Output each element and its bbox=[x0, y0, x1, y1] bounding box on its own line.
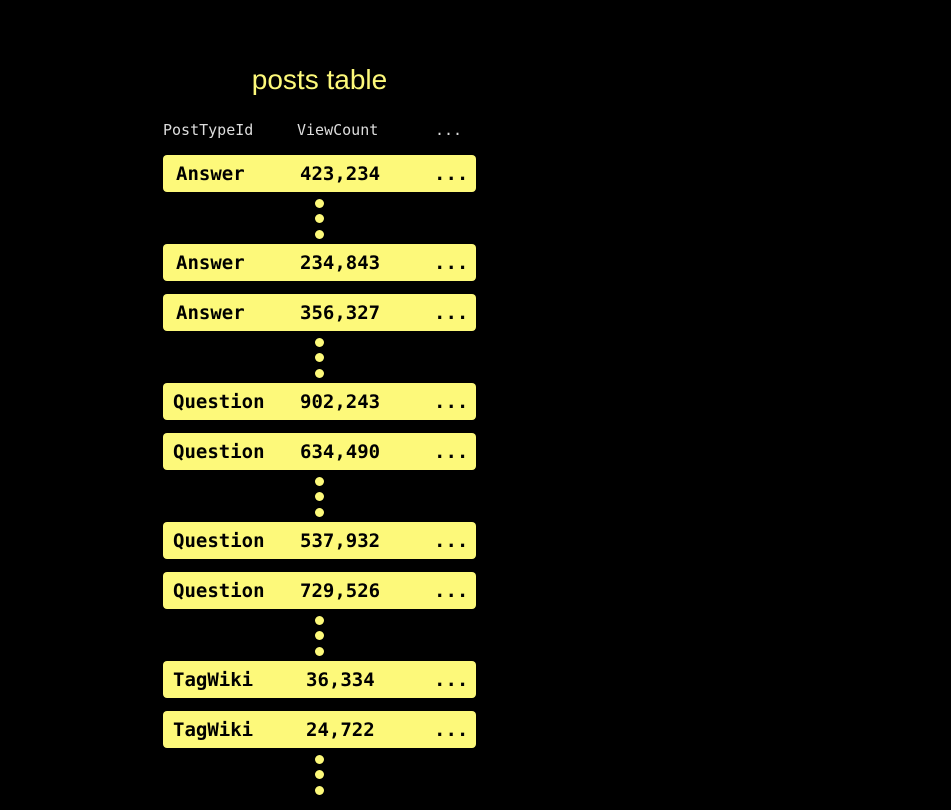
column-header-posttypeid: PostTypeId bbox=[163, 121, 254, 139]
ellipsis-dot bbox=[315, 214, 324, 223]
table-row: TagWiki 24,722 ... bbox=[163, 711, 476, 748]
post-type-cell: Answer bbox=[176, 163, 245, 185]
more-cell: ... bbox=[434, 441, 469, 463]
ellipsis-dot bbox=[315, 770, 324, 779]
view-count-cell: 36,334 bbox=[306, 669, 375, 691]
more-cell: ... bbox=[434, 391, 469, 413]
more-cell: ... bbox=[434, 302, 469, 324]
view-count-cell: 634,490 bbox=[300, 441, 381, 463]
ellipsis-dot bbox=[315, 369, 324, 378]
ellipsis-dot bbox=[315, 477, 324, 486]
post-type-cell: Question bbox=[173, 530, 265, 552]
column-header-viewcount: ViewCount bbox=[297, 121, 379, 139]
ellipsis-dot bbox=[315, 786, 324, 795]
post-type-cell: Question bbox=[173, 441, 265, 463]
view-count-cell: 234,843 bbox=[300, 252, 381, 274]
post-type-cell: TagWiki bbox=[173, 669, 254, 691]
table-row: Answer 423,234 ... bbox=[163, 155, 476, 192]
table-row: Answer 234,843 ... bbox=[163, 244, 476, 281]
post-type-cell: Question bbox=[173, 391, 265, 413]
post-type-cell: Answer bbox=[176, 302, 245, 324]
more-cell: ... bbox=[434, 163, 469, 185]
ellipsis-dot bbox=[315, 230, 324, 239]
ellipsis-dot bbox=[315, 492, 324, 501]
ellipsis-dot bbox=[315, 338, 324, 347]
ellipsis-dot bbox=[315, 508, 324, 517]
more-cell: ... bbox=[434, 580, 469, 602]
view-count-cell: 24,722 bbox=[306, 719, 375, 741]
more-cell: ... bbox=[434, 669, 469, 691]
table-row: Answer 356,327 ... bbox=[163, 294, 476, 331]
post-type-cell: Question bbox=[173, 580, 265, 602]
ellipsis-dot bbox=[315, 647, 324, 656]
post-type-cell: TagWiki bbox=[173, 719, 254, 741]
view-count-cell: 902,243 bbox=[300, 391, 381, 413]
view-count-cell: 423,234 bbox=[300, 163, 381, 185]
table-row: Question 634,490 ... bbox=[163, 433, 476, 470]
view-count-cell: 537,932 bbox=[300, 530, 381, 552]
table-row: Question 902,243 ... bbox=[163, 383, 476, 420]
column-header-more: ... bbox=[435, 121, 463, 139]
more-cell: ... bbox=[434, 719, 469, 741]
table-row: Question 537,932 ... bbox=[163, 522, 476, 559]
more-cell: ... bbox=[434, 252, 469, 274]
table-row: TagWiki 36,334 ... bbox=[163, 661, 476, 698]
post-type-cell: Answer bbox=[176, 252, 245, 274]
ellipsis-dot bbox=[315, 199, 324, 208]
ellipsis-dot bbox=[315, 631, 324, 640]
view-count-cell: 356,327 bbox=[300, 302, 381, 324]
ellipsis-dot bbox=[315, 755, 324, 764]
table-title: posts table bbox=[251, 64, 388, 95]
more-cell: ... bbox=[434, 530, 469, 552]
ellipsis-dot bbox=[315, 353, 324, 362]
ellipsis-dot bbox=[315, 616, 324, 625]
table-row: Question 729,526 ... bbox=[163, 572, 476, 609]
view-count-cell: 729,526 bbox=[300, 580, 381, 602]
